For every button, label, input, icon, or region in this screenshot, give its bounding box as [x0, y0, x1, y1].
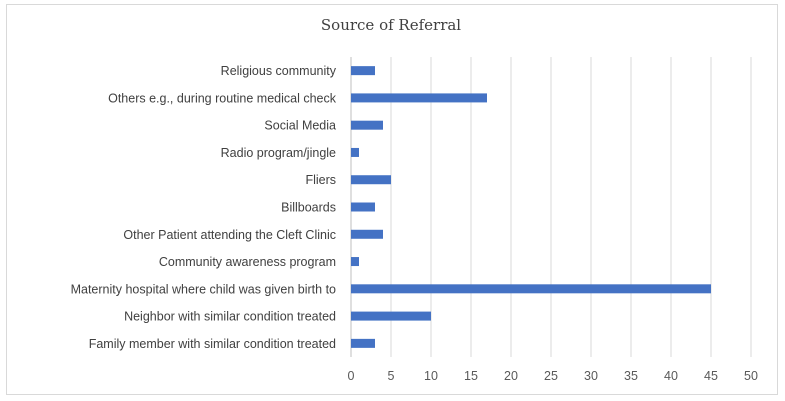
x-tick-label: 40	[664, 369, 678, 383]
category-label: Fliers	[305, 173, 336, 187]
category-labels: Religious community Others e.g., during r…	[71, 64, 337, 351]
bar	[351, 93, 487, 103]
bar	[351, 257, 359, 267]
category-label: Maternity hospital where child was given…	[71, 282, 336, 296]
x-tick-label: 45	[704, 369, 718, 383]
x-tick-label: 30	[584, 369, 598, 383]
category-label: Neighbor with similar condition treated	[124, 310, 336, 324]
x-tick-label: 15	[464, 369, 478, 383]
bar	[351, 202, 375, 212]
category-label: Radio program/jingle	[221, 146, 336, 160]
category-label: Social Media	[264, 119, 336, 133]
bar	[351, 66, 375, 76]
category-label: Billboards	[281, 201, 336, 215]
bar	[351, 147, 359, 157]
chart-frame	[6, 4, 778, 395]
category-label: Others e.g., during routine medical chec…	[108, 91, 337, 105]
bar	[351, 338, 375, 348]
x-tick-label: 0	[348, 369, 355, 383]
x-tick-label: 25	[544, 369, 558, 383]
bar	[351, 229, 383, 239]
x-tick-labels: 0 5 10 15 20 25 30 35 40 45 50	[348, 369, 758, 383]
bar	[351, 175, 391, 185]
bar	[351, 284, 711, 294]
gridlines	[350, 57, 752, 357]
x-tick-label: 50	[744, 369, 758, 383]
x-tick-label: 10	[424, 369, 438, 383]
bars	[351, 66, 711, 348]
category-label: Religious community	[221, 64, 337, 78]
category-label: Community awareness program	[159, 255, 336, 269]
x-tick-label: 20	[504, 369, 518, 383]
bar	[351, 120, 383, 130]
x-tick-label: 5	[388, 369, 395, 383]
category-label: Family member with similar condition tre…	[89, 337, 336, 351]
bar	[351, 311, 431, 321]
category-label: Other Patient attending the Cleft Clinic	[123, 228, 336, 242]
x-tick-label: 35	[624, 369, 638, 383]
chart-title: Source of Referral	[321, 16, 461, 34]
